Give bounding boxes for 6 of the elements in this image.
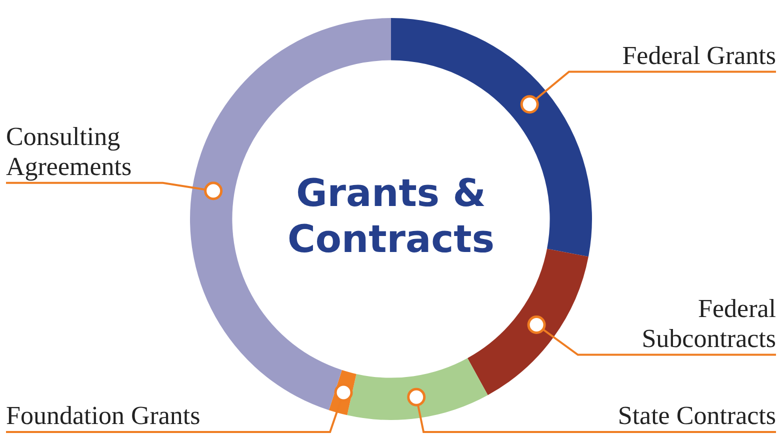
slice-label: Federal Subcontracts (642, 294, 776, 353)
slice-label: Foundation Grants (6, 401, 200, 430)
text: Grants & Contracts (288, 170, 494, 261)
slice-label: State Contracts (618, 401, 776, 430)
slice-label: Federal Grants (622, 40, 776, 70)
slice-label: Consulting Agreements (6, 122, 132, 181)
